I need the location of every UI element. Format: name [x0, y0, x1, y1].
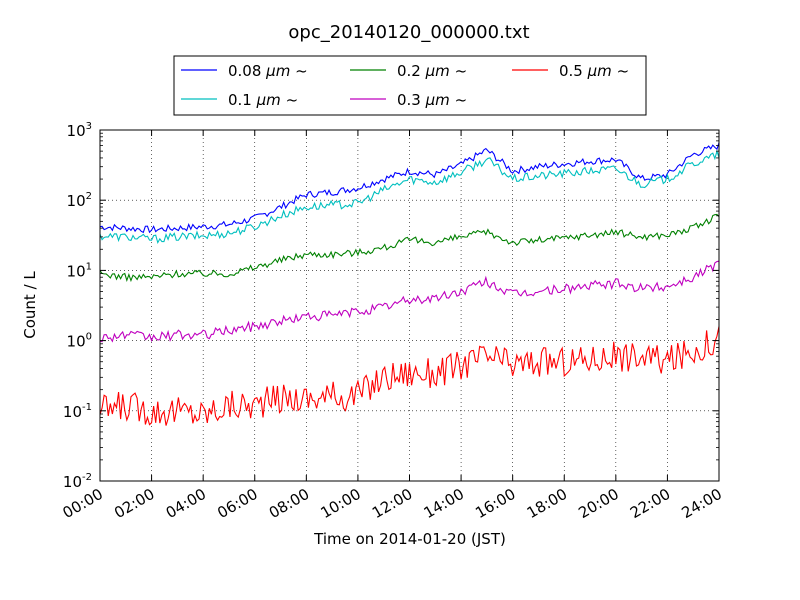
- legend-entry: 0.2 μm ~: [397, 62, 467, 80]
- legend-box: [173, 55, 647, 116]
- axis-ticks: [99, 129, 720, 482]
- legend-entry: 0.5 μm ~: [559, 62, 629, 80]
- legend-entry: 0.1 μm ~: [228, 91, 298, 109]
- series-line: [99, 326, 720, 426]
- legend-entry: 0.3 μm ~: [397, 91, 467, 109]
- series-line: [99, 213, 720, 283]
- x-axis-label: Time on 2014-01-20 (JST): [313, 530, 506, 548]
- series-line: [99, 149, 720, 245]
- series-line: [99, 142, 720, 234]
- y-axis-label: Count / L: [21, 271, 39, 339]
- legend-entry: 0.08 μm ~: [228, 62, 308, 80]
- series-lines: [99, 142, 720, 426]
- legend: 0.08 μm ~ 0.1 μm ~ 0.2 μm ~ 0.3 μm ~ 0.5 μm …: [173, 55, 647, 116]
- chart-title: opc_20140120_000000.txt: [288, 22, 529, 43]
- series-line: [99, 260, 720, 343]
